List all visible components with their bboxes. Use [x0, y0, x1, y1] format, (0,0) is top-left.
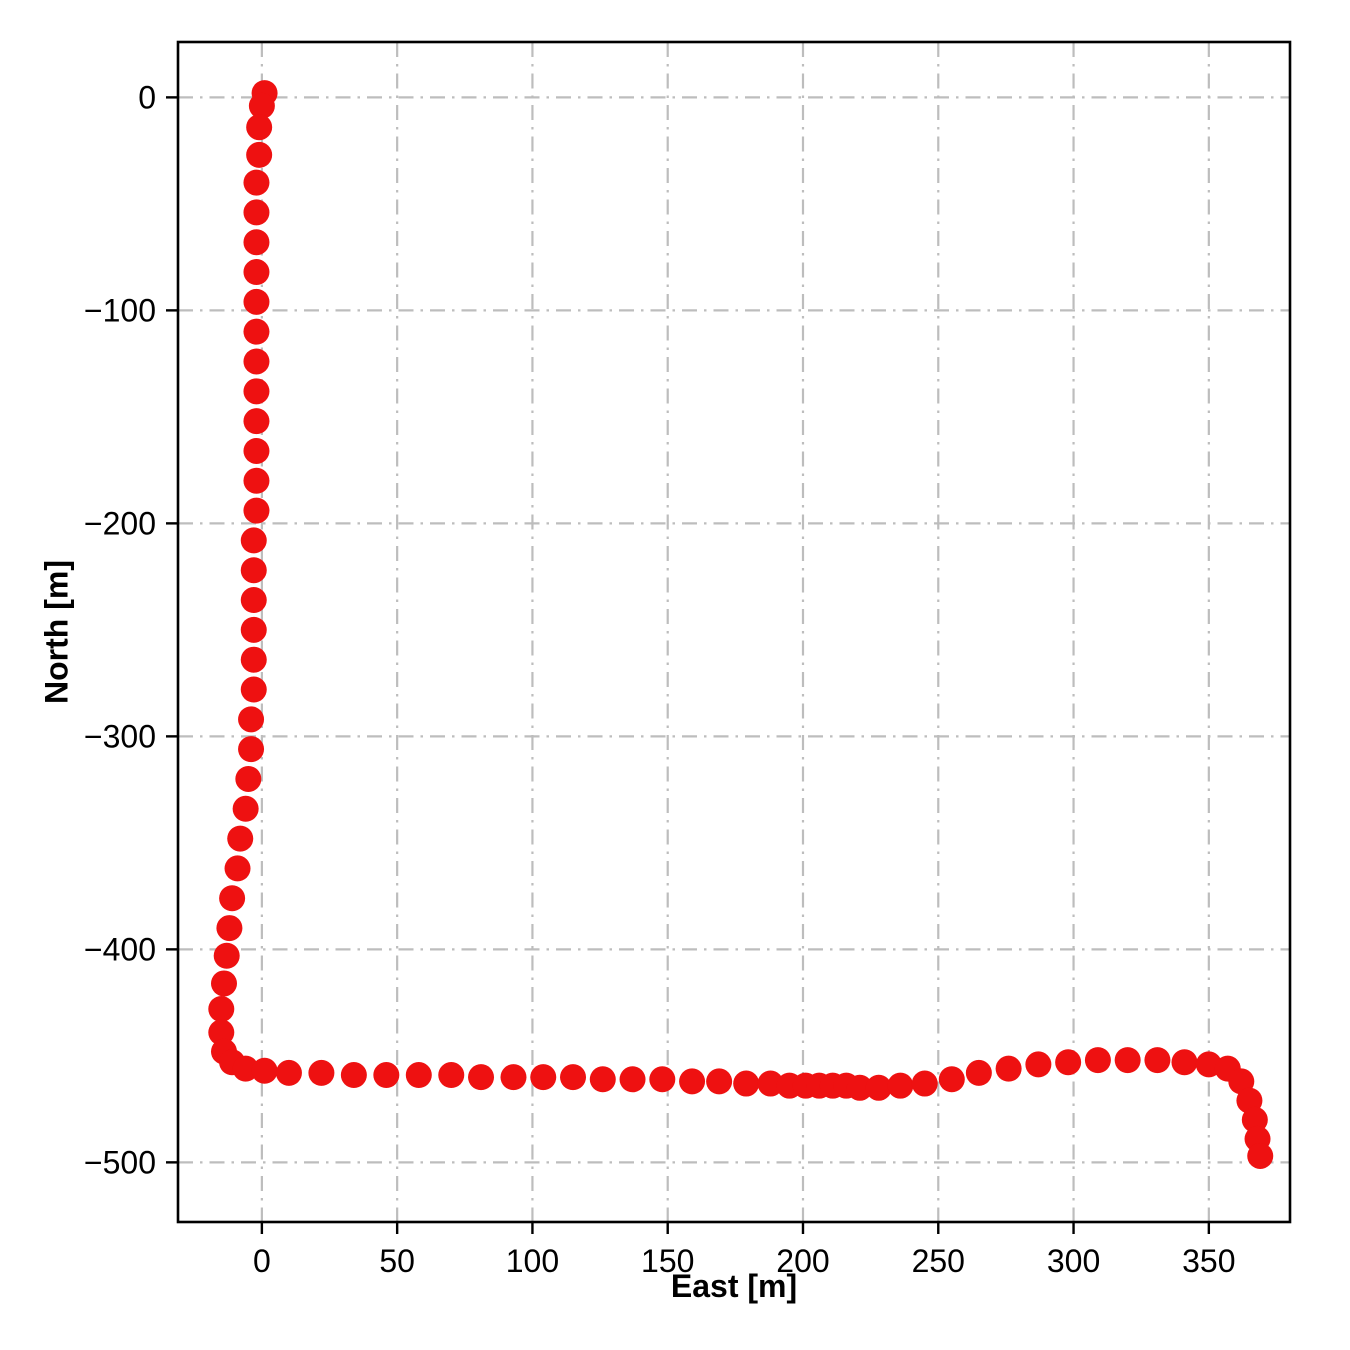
trajectory-point	[219, 885, 246, 912]
y-tick-label: −400	[84, 931, 156, 967]
y-axis-label: North [m]	[38, 560, 75, 704]
trajectory-point	[1025, 1051, 1052, 1078]
trajectory-point	[240, 676, 267, 703]
x-axis-label: East [m]	[670, 1268, 798, 1304]
x-tick-label: 200	[776, 1243, 829, 1279]
trajectory-point	[243, 229, 270, 256]
trajectory-point	[240, 646, 267, 673]
x-tick-label: 50	[379, 1243, 415, 1279]
trajectory-point	[240, 527, 267, 554]
trajectory-point	[243, 467, 270, 494]
trajectory-point	[243, 259, 270, 286]
trajectory-point	[1247, 1142, 1274, 1169]
trajectory-point	[1241, 1106, 1268, 1133]
trajectory-point	[235, 765, 262, 792]
trajectory-point	[224, 855, 251, 882]
trajectory-point	[243, 348, 270, 375]
trajectory-point	[865, 1074, 892, 1101]
trajectory-point	[911, 1070, 938, 1097]
x-tick-label: 300	[1047, 1243, 1100, 1279]
trajectory-point	[243, 318, 270, 345]
trajectory-point	[240, 587, 267, 614]
trajectory-point	[846, 1074, 873, 1101]
x-tick-label: 100	[506, 1243, 559, 1279]
x-tick-label: 150	[641, 1243, 694, 1279]
trajectory-point	[560, 1064, 587, 1091]
trajectory-point	[438, 1062, 465, 1089]
trajectory-point	[965, 1059, 992, 1086]
trajectory-point	[308, 1059, 335, 1086]
trajectory-point	[210, 970, 237, 997]
trajectory-point	[208, 1019, 235, 1046]
trajectory-point	[649, 1066, 676, 1093]
trajectory-point	[238, 736, 265, 763]
trajectory-point	[1084, 1047, 1111, 1074]
trajectory-point	[619, 1066, 646, 1093]
trajectory-point	[405, 1062, 432, 1089]
trajectory-point	[243, 169, 270, 196]
trajectory-point	[757, 1070, 784, 1097]
trajectory-point	[468, 1064, 495, 1091]
trajectory-point	[232, 1055, 259, 1082]
x-tick-label: 0	[253, 1243, 271, 1279]
trajectory-point	[275, 1059, 302, 1086]
trajectory-point	[995, 1055, 1022, 1082]
trajectory-point	[246, 114, 273, 141]
y-tick-label: −100	[84, 292, 156, 328]
trajectory-point	[530, 1064, 557, 1091]
trajectory-point	[251, 1057, 278, 1084]
trajectory-point	[1055, 1049, 1082, 1076]
trajectory-point	[243, 437, 270, 464]
trajectory-point	[243, 408, 270, 435]
trajectory-point	[733, 1070, 760, 1097]
trajectory-point	[248, 92, 275, 119]
trajectory-point	[243, 199, 270, 226]
trajectory-point	[1144, 1047, 1171, 1074]
trajectory-point	[240, 557, 267, 584]
trajectory-point	[938, 1066, 965, 1093]
y-tick-label: −200	[84, 505, 156, 541]
plot-frame	[176, 40, 1292, 1224]
trajectory-point	[500, 1064, 527, 1091]
trajectory-point	[706, 1068, 733, 1095]
y-tick-label: −500	[84, 1144, 156, 1180]
trajectory-point	[208, 996, 235, 1023]
trajectory-point	[679, 1068, 706, 1095]
trajectory-point	[232, 795, 259, 822]
trajectory-point	[340, 1062, 367, 1089]
y-tick-label: −300	[84, 718, 156, 754]
trajectory-point	[246, 141, 273, 168]
trajectory-point	[243, 497, 270, 524]
trajectory-point	[1114, 1047, 1141, 1074]
y-tick-label: 0	[138, 79, 156, 115]
trajectory-point	[240, 616, 267, 643]
trajectory-point	[243, 288, 270, 315]
trajectory-point	[227, 825, 254, 852]
x-tick-label: 250	[912, 1243, 965, 1279]
x-tick-label: 350	[1182, 1243, 1235, 1279]
trajectory-point	[243, 378, 270, 405]
trajectory-point	[1171, 1049, 1198, 1076]
trajectory-point	[373, 1062, 400, 1089]
trajectory-point	[216, 915, 243, 942]
trajectory-point	[238, 706, 265, 733]
trajectory-point	[589, 1066, 616, 1093]
trajectory-point	[887, 1072, 914, 1099]
trajectory-point	[213, 942, 240, 969]
